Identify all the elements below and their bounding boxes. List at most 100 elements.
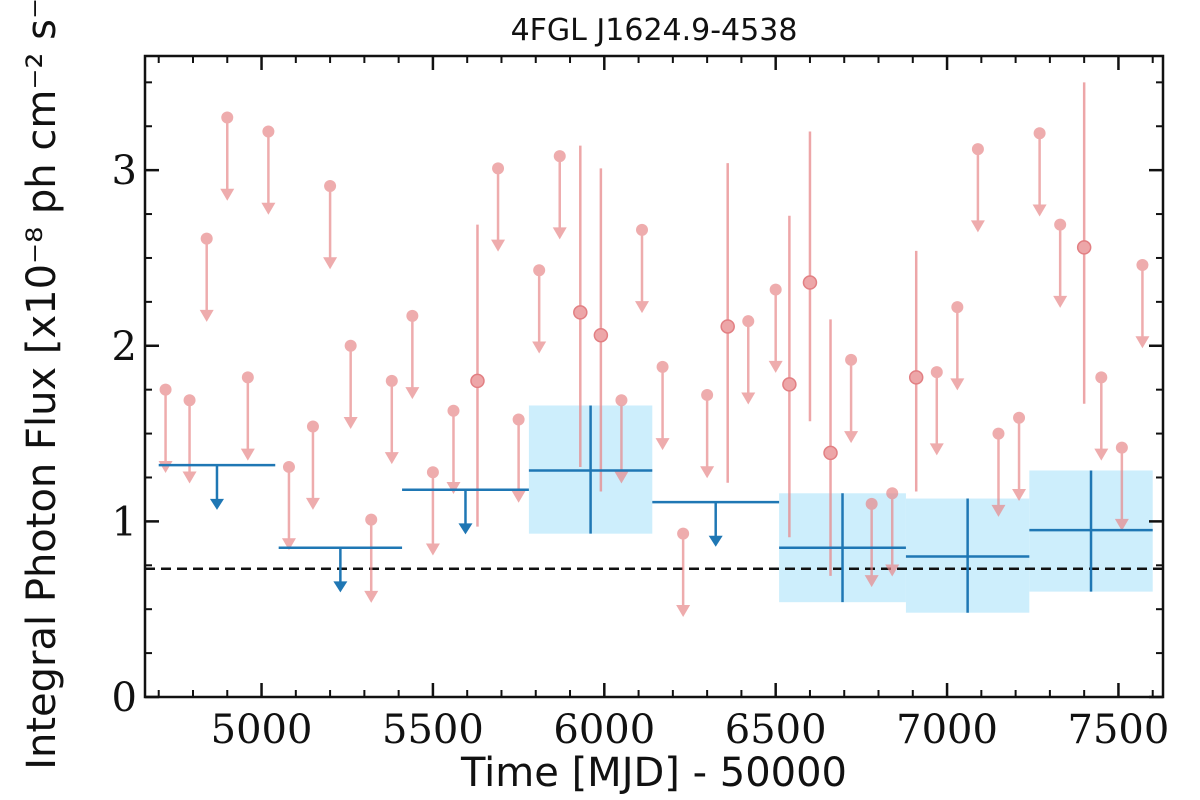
upper-limit-marker bbox=[1115, 441, 1128, 454]
upper-limit-marker bbox=[615, 394, 628, 407]
upper-limit-marker bbox=[701, 388, 714, 401]
upper-limit-arrowhead bbox=[384, 452, 399, 465]
short-bin-upper-limit bbox=[384, 374, 399, 465]
y-tick-label: 0 bbox=[112, 675, 137, 721]
short-bin-detection bbox=[470, 224, 485, 527]
upper-limit-arrowhead bbox=[635, 301, 650, 314]
upper-limit-marker bbox=[1054, 218, 1067, 231]
short-bin-upper-limit bbox=[199, 232, 214, 322]
upper-limit-arrowhead bbox=[158, 460, 173, 473]
short-bin-upper-limit bbox=[864, 497, 879, 588]
upper-limit-arrowhead bbox=[929, 443, 944, 456]
long-bin-upper-limit-arrowhead bbox=[333, 581, 348, 593]
upper-limit-arrowhead bbox=[281, 538, 296, 551]
upper-limit-marker bbox=[221, 111, 234, 124]
short-bin-upper-limit bbox=[158, 383, 173, 473]
upper-limit-marker bbox=[1136, 258, 1149, 271]
short-bin-upper-limit bbox=[405, 309, 420, 400]
upper-limit-marker bbox=[241, 371, 254, 384]
upper-limit-marker bbox=[677, 527, 690, 540]
upper-limit-marker bbox=[533, 264, 546, 277]
upper-limit-arrowhead bbox=[991, 504, 1006, 517]
upper-limit-marker bbox=[845, 353, 858, 366]
upper-limit-marker bbox=[306, 420, 319, 433]
upper-limit-marker bbox=[930, 366, 943, 379]
upper-limit-marker bbox=[492, 162, 505, 175]
x-tick-label: 6500 bbox=[725, 707, 827, 753]
short-bin-upper-limit bbox=[885, 487, 900, 577]
short-bin-upper-limit bbox=[1012, 411, 1027, 502]
upper-limit-arrowhead bbox=[261, 202, 276, 215]
upper-limit-marker bbox=[656, 360, 669, 373]
upper-limit-marker bbox=[344, 339, 357, 352]
short-bin-detection bbox=[593, 168, 609, 492]
upper-limit-arrowhead bbox=[240, 448, 255, 461]
short-bin-upper-limit bbox=[1053, 218, 1068, 308]
short-bin-upper-limit bbox=[950, 301, 965, 391]
upper-limit-arrowhead bbox=[655, 438, 670, 451]
short-bin-detection bbox=[802, 131, 818, 422]
detection-marker bbox=[593, 327, 609, 343]
upper-limit-arrowhead bbox=[1053, 295, 1068, 308]
upper-limit-marker bbox=[992, 427, 1005, 440]
upper-limit-arrowhead bbox=[323, 257, 338, 270]
short-bin-upper-limit bbox=[991, 427, 1006, 517]
upper-limit-arrowhead bbox=[1032, 204, 1047, 217]
upper-limit-marker bbox=[262, 125, 275, 138]
upper-limit-marker bbox=[447, 404, 460, 417]
plot-frame bbox=[143, 54, 1165, 699]
short-bin-upper-limit bbox=[364, 513, 379, 603]
upper-limit-arrowhead bbox=[1012, 489, 1027, 502]
upper-limit-marker bbox=[282, 460, 295, 473]
short-bin-upper-limit bbox=[261, 125, 276, 215]
short-bin-upper-limit bbox=[700, 388, 715, 479]
short-bin-upper-limit bbox=[552, 150, 567, 240]
y-tick-label: 2 bbox=[112, 324, 137, 370]
short-bin-upper-limit bbox=[676, 527, 691, 617]
upper-limit-arrowhead bbox=[305, 497, 320, 510]
upper-limit-arrowhead bbox=[741, 392, 756, 405]
upper-limit-marker bbox=[512, 413, 525, 426]
x-tick-label: 7500 bbox=[1068, 707, 1170, 753]
long-bin-points bbox=[158, 405, 1153, 613]
y-axis-label: Integral Photon Flux [x10⁻⁸ ph cm⁻² s⁻¹] bbox=[19, 0, 65, 770]
upper-limit-marker bbox=[324, 179, 337, 192]
short-bin-upper-limit bbox=[182, 394, 197, 484]
upper-limit-arrowhead bbox=[405, 387, 420, 400]
short-bin-upper-limit bbox=[929, 366, 944, 456]
upper-limit-marker bbox=[159, 383, 172, 396]
short-bin-upper-limit bbox=[970, 143, 985, 233]
short-bin-upper-limit bbox=[446, 404, 461, 495]
short-bin-upper-limit bbox=[1032, 127, 1047, 217]
detection-marker bbox=[573, 305, 588, 320]
short-bin-upper-limit bbox=[425, 466, 440, 556]
upper-limit-arrowhead bbox=[768, 360, 783, 373]
short-bin-upper-limit bbox=[343, 339, 358, 430]
upper-limit-arrowhead bbox=[511, 490, 526, 503]
short-bin-upper-limit bbox=[614, 394, 629, 484]
short-bin-detection bbox=[720, 163, 735, 483]
short-bin-points bbox=[158, 82, 1150, 617]
detection-marker bbox=[782, 377, 797, 392]
detection-marker bbox=[1076, 240, 1092, 255]
detection-marker bbox=[908, 370, 924, 385]
upper-limit-marker bbox=[886, 487, 899, 500]
upper-limit-arrowhead bbox=[1135, 336, 1150, 349]
detection-marker bbox=[720, 319, 735, 334]
x-axis-label: Time [MJD] - 50000 bbox=[460, 750, 847, 796]
short-bin-upper-limit bbox=[844, 353, 859, 444]
upper-limit-arrowhead bbox=[532, 341, 547, 354]
y-tick-label: 3 bbox=[112, 148, 137, 194]
upper-limit-arrowhead bbox=[199, 309, 214, 322]
short-bin-upper-limit bbox=[1094, 371, 1109, 461]
upper-limit-arrowhead bbox=[844, 431, 859, 444]
upper-limit-arrowhead bbox=[970, 220, 985, 233]
chart-title: 4FGL J1624.9-4538 bbox=[511, 13, 798, 48]
short-bin-upper-limit bbox=[655, 360, 670, 451]
short-bin-upper-limit bbox=[305, 420, 320, 510]
short-bin-upper-limit bbox=[1135, 258, 1150, 349]
x-tick-label: 7000 bbox=[896, 707, 998, 753]
detection-marker bbox=[802, 275, 818, 290]
x-tick-label: 6000 bbox=[553, 707, 655, 753]
